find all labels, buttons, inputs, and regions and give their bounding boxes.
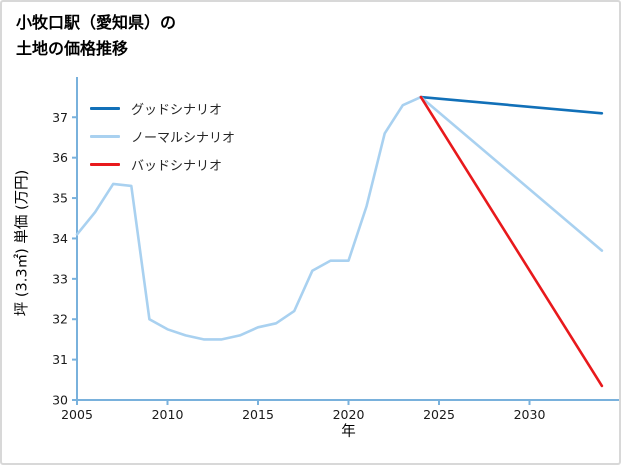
x-tick-label: 2005 — [61, 407, 93, 422]
y-tick-label: 34 — [52, 231, 68, 246]
y-tick-label: 32 — [52, 312, 68, 327]
y-axis-label: 坪 (3.3㎡) 単価 (万円) — [14, 169, 31, 317]
chart-title: 小牧口駅（愛知県）の 土地の価格推移 — [16, 10, 176, 61]
x-axis-label: 年 — [341, 424, 356, 440]
legend-item-normal: ノーマルシナリオ — [90, 122, 235, 150]
x-tick-label: 2025 — [423, 407, 455, 422]
legend-item-bad: バッドシナリオ — [90, 150, 235, 178]
x-tick-label: 2010 — [152, 407, 184, 422]
x-tick-label: 2015 — [242, 407, 274, 422]
y-tick-label: 36 — [52, 150, 68, 165]
series-bad — [419, 95, 604, 388]
legend-swatch — [90, 134, 120, 138]
series-history — [75, 95, 423, 341]
y-tick-label: 33 — [52, 271, 68, 286]
x-tick-label: 2020 — [333, 407, 365, 422]
legend-item-good: グッドシナリオ — [90, 94, 235, 122]
legend-swatch — [90, 162, 120, 166]
legend-label: ノーマルシナリオ — [131, 130, 236, 146]
y-tick-label: 37 — [52, 110, 68, 125]
legend-label: バッドシナリオ — [131, 158, 223, 174]
x-tick-label: 2030 — [514, 407, 546, 422]
series-normal — [419, 95, 604, 252]
legend-label: グッドシナリオ — [131, 102, 223, 118]
y-tick-label: 31 — [52, 352, 68, 367]
y-tick-label: 30 — [52, 393, 68, 408]
chart-title-line2: 土地の価格推移 — [16, 38, 129, 58]
chart-legend: グッドシナリオ ノーマルシナリオ バッドシナリオ — [90, 94, 235, 178]
series-good — [419, 95, 604, 115]
chart-title-line1: 小牧口駅（愛知県）の — [16, 13, 177, 32]
legend-swatch — [90, 106, 120, 110]
y-tick-label: 35 — [52, 191, 68, 206]
